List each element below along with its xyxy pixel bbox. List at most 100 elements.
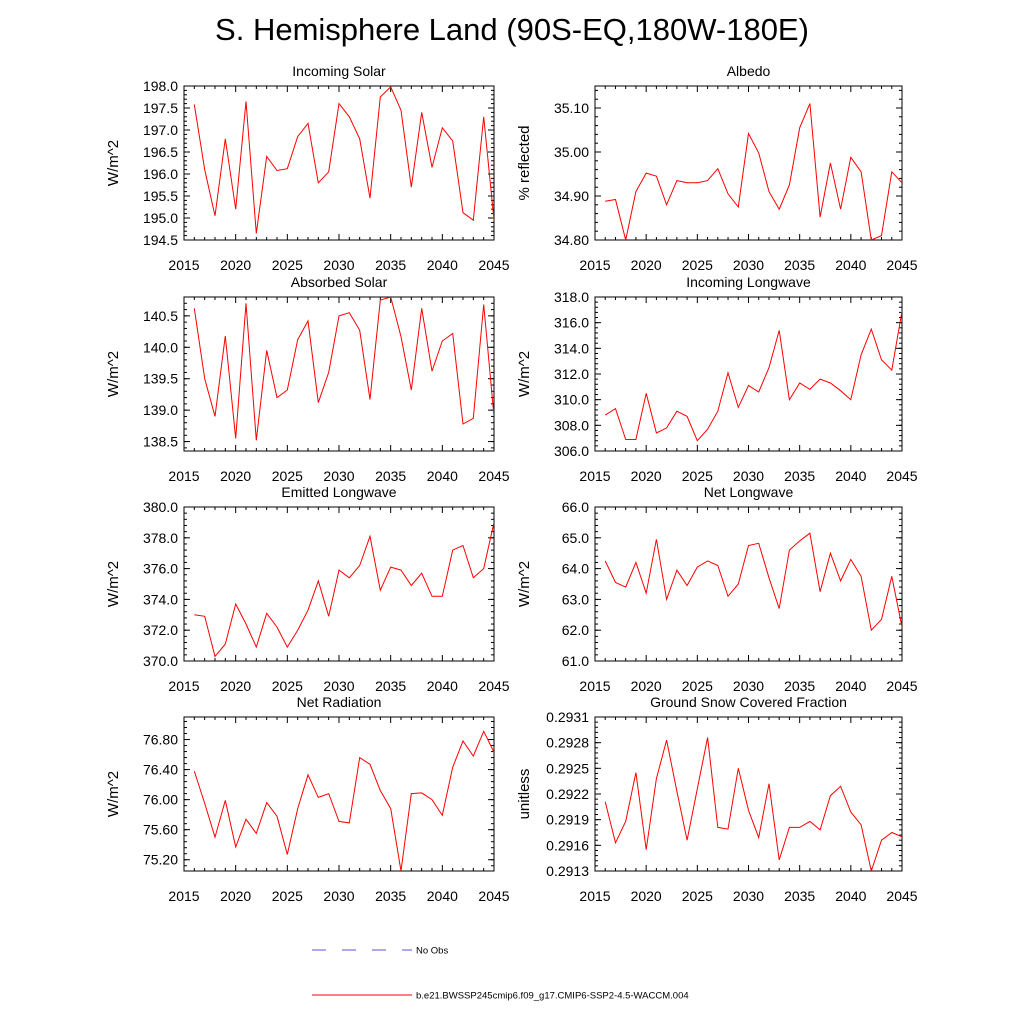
y-tick-label: 65.0 [562,530,589,546]
y-tick-label: 0.2931 [546,709,589,725]
y-tick-label: 197.0 [143,122,178,138]
x-tick-label: 2020 [631,888,662,904]
y-tick-label: 0.2922 [546,786,589,802]
x-tick-label: 2025 [682,468,713,484]
x-tick-label: 2015 [579,257,610,273]
y-tick-label: 195.5 [143,188,178,204]
x-tick-label: 2025 [272,257,303,273]
legend-obs-label: No Obs [416,946,448,957]
y-tick-label: 306.0 [554,443,589,459]
y-tick-label: 380.0 [143,499,178,515]
y-tick-label: 194.5 [143,232,178,248]
series-line [605,103,902,240]
y-tick-label: 76.00 [143,792,178,808]
chart-title: Incoming Solar [292,63,386,79]
x-tick-label: 2030 [323,468,354,484]
y-tick-label: 370.0 [143,653,178,669]
x-tick-label: 2045 [478,257,509,273]
x-tick-label: 2035 [375,678,406,694]
y-tick-label: 0.2913 [546,863,589,879]
x-tick-label: 2025 [682,678,713,694]
x-tick-label: 2035 [375,888,406,904]
y-tick-label: 196.5 [143,144,178,160]
series-line [193,297,494,441]
x-tick-label: 2020 [631,678,662,694]
x-tick-label: 2040 [835,888,866,904]
y-tick-label: 376.0 [143,561,178,577]
y-tick-label: 308.0 [554,417,589,433]
x-tick-label: 2040 [427,468,458,484]
y-tick-label: 76.40 [143,762,178,778]
y-tick-label: 35.10 [554,100,589,116]
y-tick-label: 372.0 [143,622,178,638]
x-tick-label: 2030 [733,257,764,273]
y-tick-label: 0.2916 [546,837,589,853]
x-tick-label: 2015 [168,888,199,904]
x-tick-label: 2035 [784,468,815,484]
x-tick-label: 2020 [220,468,251,484]
x-tick-label: 2030 [733,468,764,484]
x-tick-label: 2020 [220,888,251,904]
x-tick-label: 2045 [886,888,917,904]
y-axis-label: W/m^2 [105,140,122,186]
x-tick-label: 2040 [427,888,458,904]
y-tick-label: 61.0 [562,653,589,669]
series-line [193,730,494,871]
x-tick-label: 2045 [478,678,509,694]
x-tick-label: 2045 [886,678,917,694]
y-tick-label: 76.80 [143,732,178,748]
series-line [604,737,902,871]
chart-panel: Absorbed Solar W/m^2 2015 2020 2025 2030 2035 2… [105,274,510,484]
x-tick-label: 2030 [323,888,354,904]
chart-title: Incoming Longwave [686,274,811,290]
y-axis-label: W/m^2 [105,351,122,397]
x-tick-label: 2035 [375,468,406,484]
y-tick-label: 318.0 [554,289,589,305]
x-tick-label: 2030 [323,257,354,273]
y-tick-label: 139.5 [143,371,178,387]
y-tick-label: 75.60 [143,822,178,838]
x-tick-label: 2035 [784,888,815,904]
y-tick-label: 310.0 [554,392,589,408]
x-tick-label: 2015 [168,468,199,484]
x-tick-label: 2040 [835,678,866,694]
x-tick-label: 2035 [784,257,815,273]
chart-panel: Net Radiation W/m^2 2015 2020 2025 2030 2035 20… [105,694,510,904]
y-tick-label: 316.0 [554,315,589,331]
y-axis-label: % reflected [516,125,533,200]
x-tick-label: 2025 [272,468,303,484]
x-tick-label: 2025 [272,888,303,904]
y-axis-label: W/m^2 [105,771,122,817]
chart-title: Emitted Longwave [281,484,396,500]
x-tick-label: 2035 [375,257,406,273]
y-tick-label: 35.00 [554,144,589,160]
x-tick-label: 2020 [631,468,662,484]
x-tick-label: 2035 [784,678,815,694]
x-tick-label: 2025 [682,257,713,273]
chart-panel: Incoming Longwave W/m^2 2015 2020 2025 2030 20… [516,274,918,484]
x-tick-label: 2045 [478,468,509,484]
y-tick-label: 62.0 [562,622,589,638]
chart-title: Albedo [727,63,771,79]
y-tick-label: 195.0 [143,210,178,226]
chart-title: Absorbed Solar [291,274,388,290]
chart-panel: Albedo % reflected 2015 2020 2025 2030 2035 204… [516,63,918,273]
y-tick-label: 138.5 [143,434,178,450]
series-line [604,532,902,632]
x-tick-label: 2040 [427,257,458,273]
chart-title: Net Longwave [704,484,794,500]
y-tick-label: 312.0 [554,366,589,382]
x-tick-label: 2045 [886,257,917,273]
y-tick-label: 75.20 [143,852,178,868]
series-line [194,522,494,658]
chart-title: Net Radiation [297,694,382,710]
y-tick-label: 374.0 [143,591,178,607]
y-axis-label: unitless [516,769,533,820]
x-tick-label: 2020 [631,257,662,273]
x-tick-label: 2015 [579,468,610,484]
y-tick-label: 0.2928 [546,735,589,751]
x-tick-label: 2040 [427,678,458,694]
chart-panel: Net Longwave W/m^2 2015 2020 2025 2030 2035 204… [516,484,918,694]
y-axis-label: W/m^2 [516,561,533,607]
